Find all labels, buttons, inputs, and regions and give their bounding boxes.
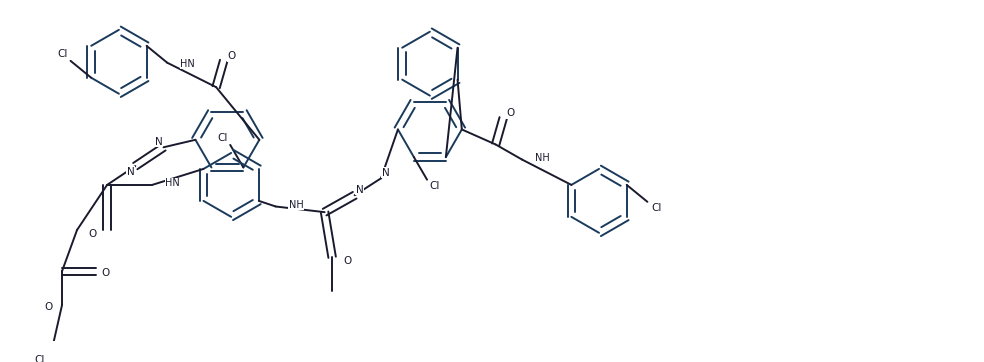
Text: O: O (44, 302, 53, 312)
Text: N: N (382, 168, 390, 178)
Text: Cl: Cl (58, 49, 68, 59)
Text: Cl: Cl (34, 355, 44, 362)
Text: N: N (127, 167, 135, 177)
Text: O: O (507, 109, 515, 118)
Text: N: N (355, 185, 363, 195)
Text: O: O (101, 268, 109, 278)
Text: O: O (343, 256, 351, 266)
Text: HN: HN (165, 178, 180, 188)
Text: NH: NH (535, 153, 550, 163)
Text: HN: HN (180, 59, 195, 69)
Text: O: O (88, 229, 96, 239)
Text: Cl: Cl (217, 133, 228, 143)
Text: Cl: Cl (651, 203, 662, 213)
Text: Cl: Cl (429, 181, 440, 191)
Text: O: O (227, 51, 235, 61)
Text: N: N (154, 137, 162, 147)
Text: NH: NH (289, 199, 304, 210)
